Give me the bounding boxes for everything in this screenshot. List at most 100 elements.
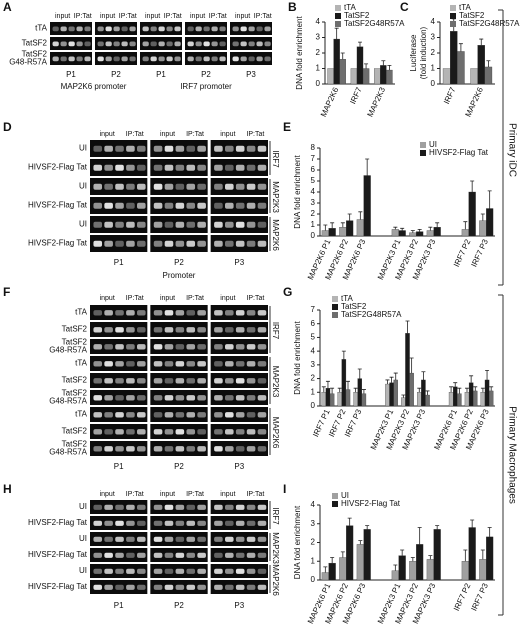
legend-label: tTA: [459, 3, 472, 12]
gel-band: [203, 26, 210, 32]
gel-band: [115, 536, 124, 542]
column-header: IP:Tat: [119, 13, 137, 20]
gel-image: [95, 37, 137, 50]
y-tick-label: 8: [311, 143, 316, 152]
y-tick-label: 3: [316, 33, 321, 42]
error-bar: [453, 382, 458, 387]
bar: [401, 397, 406, 407]
gel-band: [142, 41, 149, 47]
gel-band: [104, 344, 113, 350]
gel-band: [257, 504, 267, 510]
gel-band: [232, 26, 239, 32]
gel-band: [104, 520, 113, 526]
gel-band: [225, 344, 234, 350]
y-tick-label: 5: [311, 333, 316, 342]
gel-band: [126, 240, 135, 247]
row-label: UI: [79, 220, 87, 229]
gel-band: [137, 145, 146, 152]
error-bar: [358, 41, 362, 47]
gel-band: [137, 202, 146, 209]
error-bar: [341, 350, 346, 360]
gel-band: [137, 446, 146, 452]
gel-band: [137, 412, 146, 418]
gel-band: [225, 378, 234, 384]
y-tick-label: 2: [316, 48, 321, 57]
x-tick-label: MAP2K3: [366, 85, 388, 118]
error-bar: [425, 390, 430, 396]
gel-band: [76, 56, 83, 62]
gel-band: [93, 378, 103, 384]
gel-band: [186, 412, 196, 418]
bar: [488, 390, 494, 407]
gel-band: [257, 310, 267, 316]
gel-band: [115, 221, 124, 228]
error-bar: [435, 525, 440, 530]
gel-image: [90, 235, 148, 252]
error-bar: [480, 387, 485, 393]
error-bar: [428, 555, 433, 560]
gel-band: [175, 395, 185, 401]
gene-label: IRF7: [271, 150, 280, 168]
column-header: IP:Tat: [186, 491, 204, 498]
gel-band: [115, 395, 124, 401]
gel-band: [256, 41, 263, 47]
gel-band: [195, 56, 202, 62]
gel-band: [197, 412, 206, 418]
row-label: tTA: [75, 359, 88, 368]
gel-band: [104, 183, 113, 190]
error-bar: [417, 387, 422, 393]
bar: [464, 392, 470, 407]
error-bar: [487, 527, 492, 537]
y-tick-label: 5: [311, 176, 316, 185]
gel-band: [186, 504, 196, 510]
bar: [479, 220, 487, 237]
gene-label: MAP2K6: [271, 417, 280, 449]
gel-band: [225, 536, 234, 542]
gel-band: [137, 240, 146, 247]
legend-label: tTA: [341, 294, 354, 303]
gel-image: [90, 390, 148, 405]
gel-band: [104, 221, 113, 228]
panel-label: G: [283, 285, 292, 299]
gel-band: [104, 361, 113, 367]
error-bar: [465, 387, 469, 393]
gel-band: [129, 26, 136, 32]
column-header: input: [220, 131, 235, 138]
error-bar: [479, 38, 484, 46]
gel-band: [175, 310, 185, 316]
gel-band: [153, 145, 163, 152]
error-bar: [470, 180, 475, 192]
gel-band: [235, 504, 245, 510]
gel-band: [104, 145, 113, 152]
gel-band: [93, 221, 103, 228]
legend-label: TatSF2G48R57A: [344, 19, 405, 28]
gel-band: [60, 26, 67, 32]
legend-swatch: [450, 21, 456, 27]
gel-band: [93, 584, 103, 590]
gel-band: [137, 584, 146, 590]
y-axis-label: DNA fold enrichment: [293, 505, 302, 579]
row-label-line: G48-R57A: [49, 346, 87, 355]
gel-band: [197, 310, 206, 316]
gel-band: [104, 164, 113, 171]
gel-band: [214, 310, 223, 316]
error-bar: [325, 380, 330, 389]
gel-band: [153, 310, 163, 316]
gel-band: [93, 429, 103, 435]
gel-band: [214, 361, 223, 367]
gel-band: [175, 145, 185, 152]
gel-band: [232, 41, 239, 47]
row-label: TatSF2: [62, 325, 88, 334]
gel-band: [93, 361, 103, 367]
gel-band: [142, 56, 149, 62]
gel-band: [153, 221, 163, 228]
error-bar: [358, 540, 363, 545]
gel-band: [197, 221, 206, 228]
lane-label: P1: [66, 70, 76, 79]
gel-band: [246, 221, 256, 228]
bar: [321, 572, 329, 581]
column-header: IP:Tat: [186, 295, 204, 302]
error-bar: [389, 376, 394, 383]
gel-band: [225, 361, 234, 367]
legend-label: TatSF2G48R57A: [459, 19, 520, 28]
